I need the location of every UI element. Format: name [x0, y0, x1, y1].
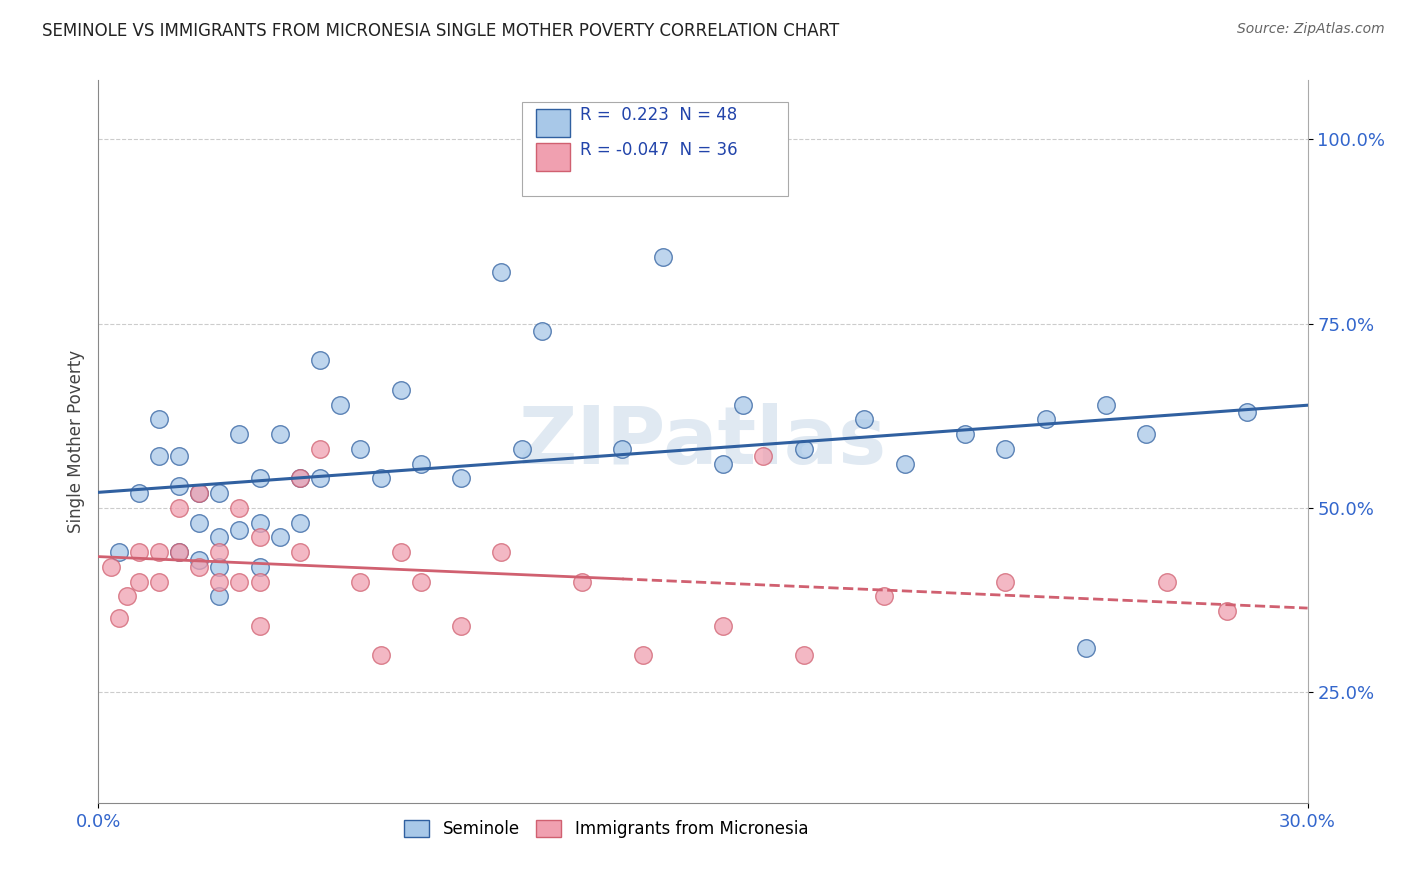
Point [188, 552, 211, 566]
Text: ZIPatlas: ZIPatlas [519, 402, 887, 481]
Point [752, 450, 775, 464]
Point [148, 545, 170, 559]
Point [349, 574, 371, 589]
Point [167, 545, 190, 559]
Point [249, 574, 271, 589]
Point [853, 412, 876, 426]
Point [249, 619, 271, 633]
Point [491, 545, 513, 559]
Point [128, 545, 150, 559]
Point [370, 648, 392, 663]
Point [115, 590, 138, 604]
Point [994, 442, 1017, 456]
Point [953, 427, 976, 442]
Point [148, 412, 170, 426]
Point [288, 516, 311, 530]
Point [100, 560, 122, 574]
Point [228, 500, 250, 515]
Point [107, 611, 129, 625]
FancyBboxPatch shape [522, 102, 787, 196]
Point [450, 619, 472, 633]
Point [309, 471, 332, 485]
Point [389, 545, 412, 559]
Point [389, 383, 412, 397]
Text: SEMINOLE VS IMMIGRANTS FROM MICRONESIA SINGLE MOTHER POVERTY CORRELATION CHART: SEMINOLE VS IMMIGRANTS FROM MICRONESIA S… [42, 22, 839, 40]
Point [167, 479, 190, 493]
Point [711, 457, 734, 471]
Y-axis label: Single Mother Poverty: Single Mother Poverty [66, 350, 84, 533]
Point [1236, 405, 1258, 419]
Point [269, 530, 291, 544]
Text: Source: ZipAtlas.com: Source: ZipAtlas.com [1237, 22, 1385, 37]
Point [510, 442, 533, 456]
Point [793, 648, 815, 663]
Point [249, 560, 271, 574]
Point [188, 486, 211, 500]
Point [148, 574, 170, 589]
Point [1095, 398, 1118, 412]
Point [893, 457, 915, 471]
Point [148, 450, 170, 464]
Point [651, 250, 673, 264]
Point [1135, 427, 1157, 442]
Point [1074, 640, 1097, 655]
Point [249, 471, 271, 485]
Bar [536, 143, 569, 170]
Point [107, 545, 129, 559]
Point [450, 471, 472, 485]
Point [167, 500, 190, 515]
Point [188, 516, 211, 530]
Point [994, 574, 1017, 589]
Point [269, 427, 291, 442]
Text: R =  0.223  N = 48: R = 0.223 N = 48 [579, 106, 737, 124]
Point [491, 265, 513, 279]
Point [288, 471, 311, 485]
Point [1216, 604, 1239, 618]
Point [329, 398, 352, 412]
Point [228, 574, 250, 589]
Text: R = -0.047  N = 36: R = -0.047 N = 36 [579, 141, 737, 160]
Bar [536, 109, 569, 136]
Point [309, 353, 332, 368]
Point [208, 530, 231, 544]
Point [188, 486, 211, 500]
Point [733, 398, 755, 412]
Point [188, 560, 211, 574]
Point [309, 442, 332, 456]
Point [571, 574, 593, 589]
Point [208, 574, 231, 589]
Point [370, 471, 392, 485]
Point [612, 442, 634, 456]
Point [167, 450, 190, 464]
Point [228, 523, 250, 537]
Point [249, 516, 271, 530]
Point [631, 648, 654, 663]
Point [208, 545, 231, 559]
Legend: Seminole, Immigrants from Micronesia: Seminole, Immigrants from Micronesia [398, 814, 815, 845]
Point [288, 471, 311, 485]
Point [167, 545, 190, 559]
Point [873, 590, 896, 604]
Point [409, 457, 432, 471]
Point [530, 324, 553, 338]
Point [128, 574, 150, 589]
Point [711, 619, 734, 633]
Point [1035, 412, 1057, 426]
Point [208, 560, 231, 574]
Point [409, 574, 432, 589]
Point [208, 590, 231, 604]
Point [349, 442, 371, 456]
Point [128, 486, 150, 500]
Point [208, 486, 231, 500]
Point [1156, 574, 1178, 589]
Point [249, 530, 271, 544]
Point [793, 442, 815, 456]
Point [228, 427, 250, 442]
Point [288, 545, 311, 559]
